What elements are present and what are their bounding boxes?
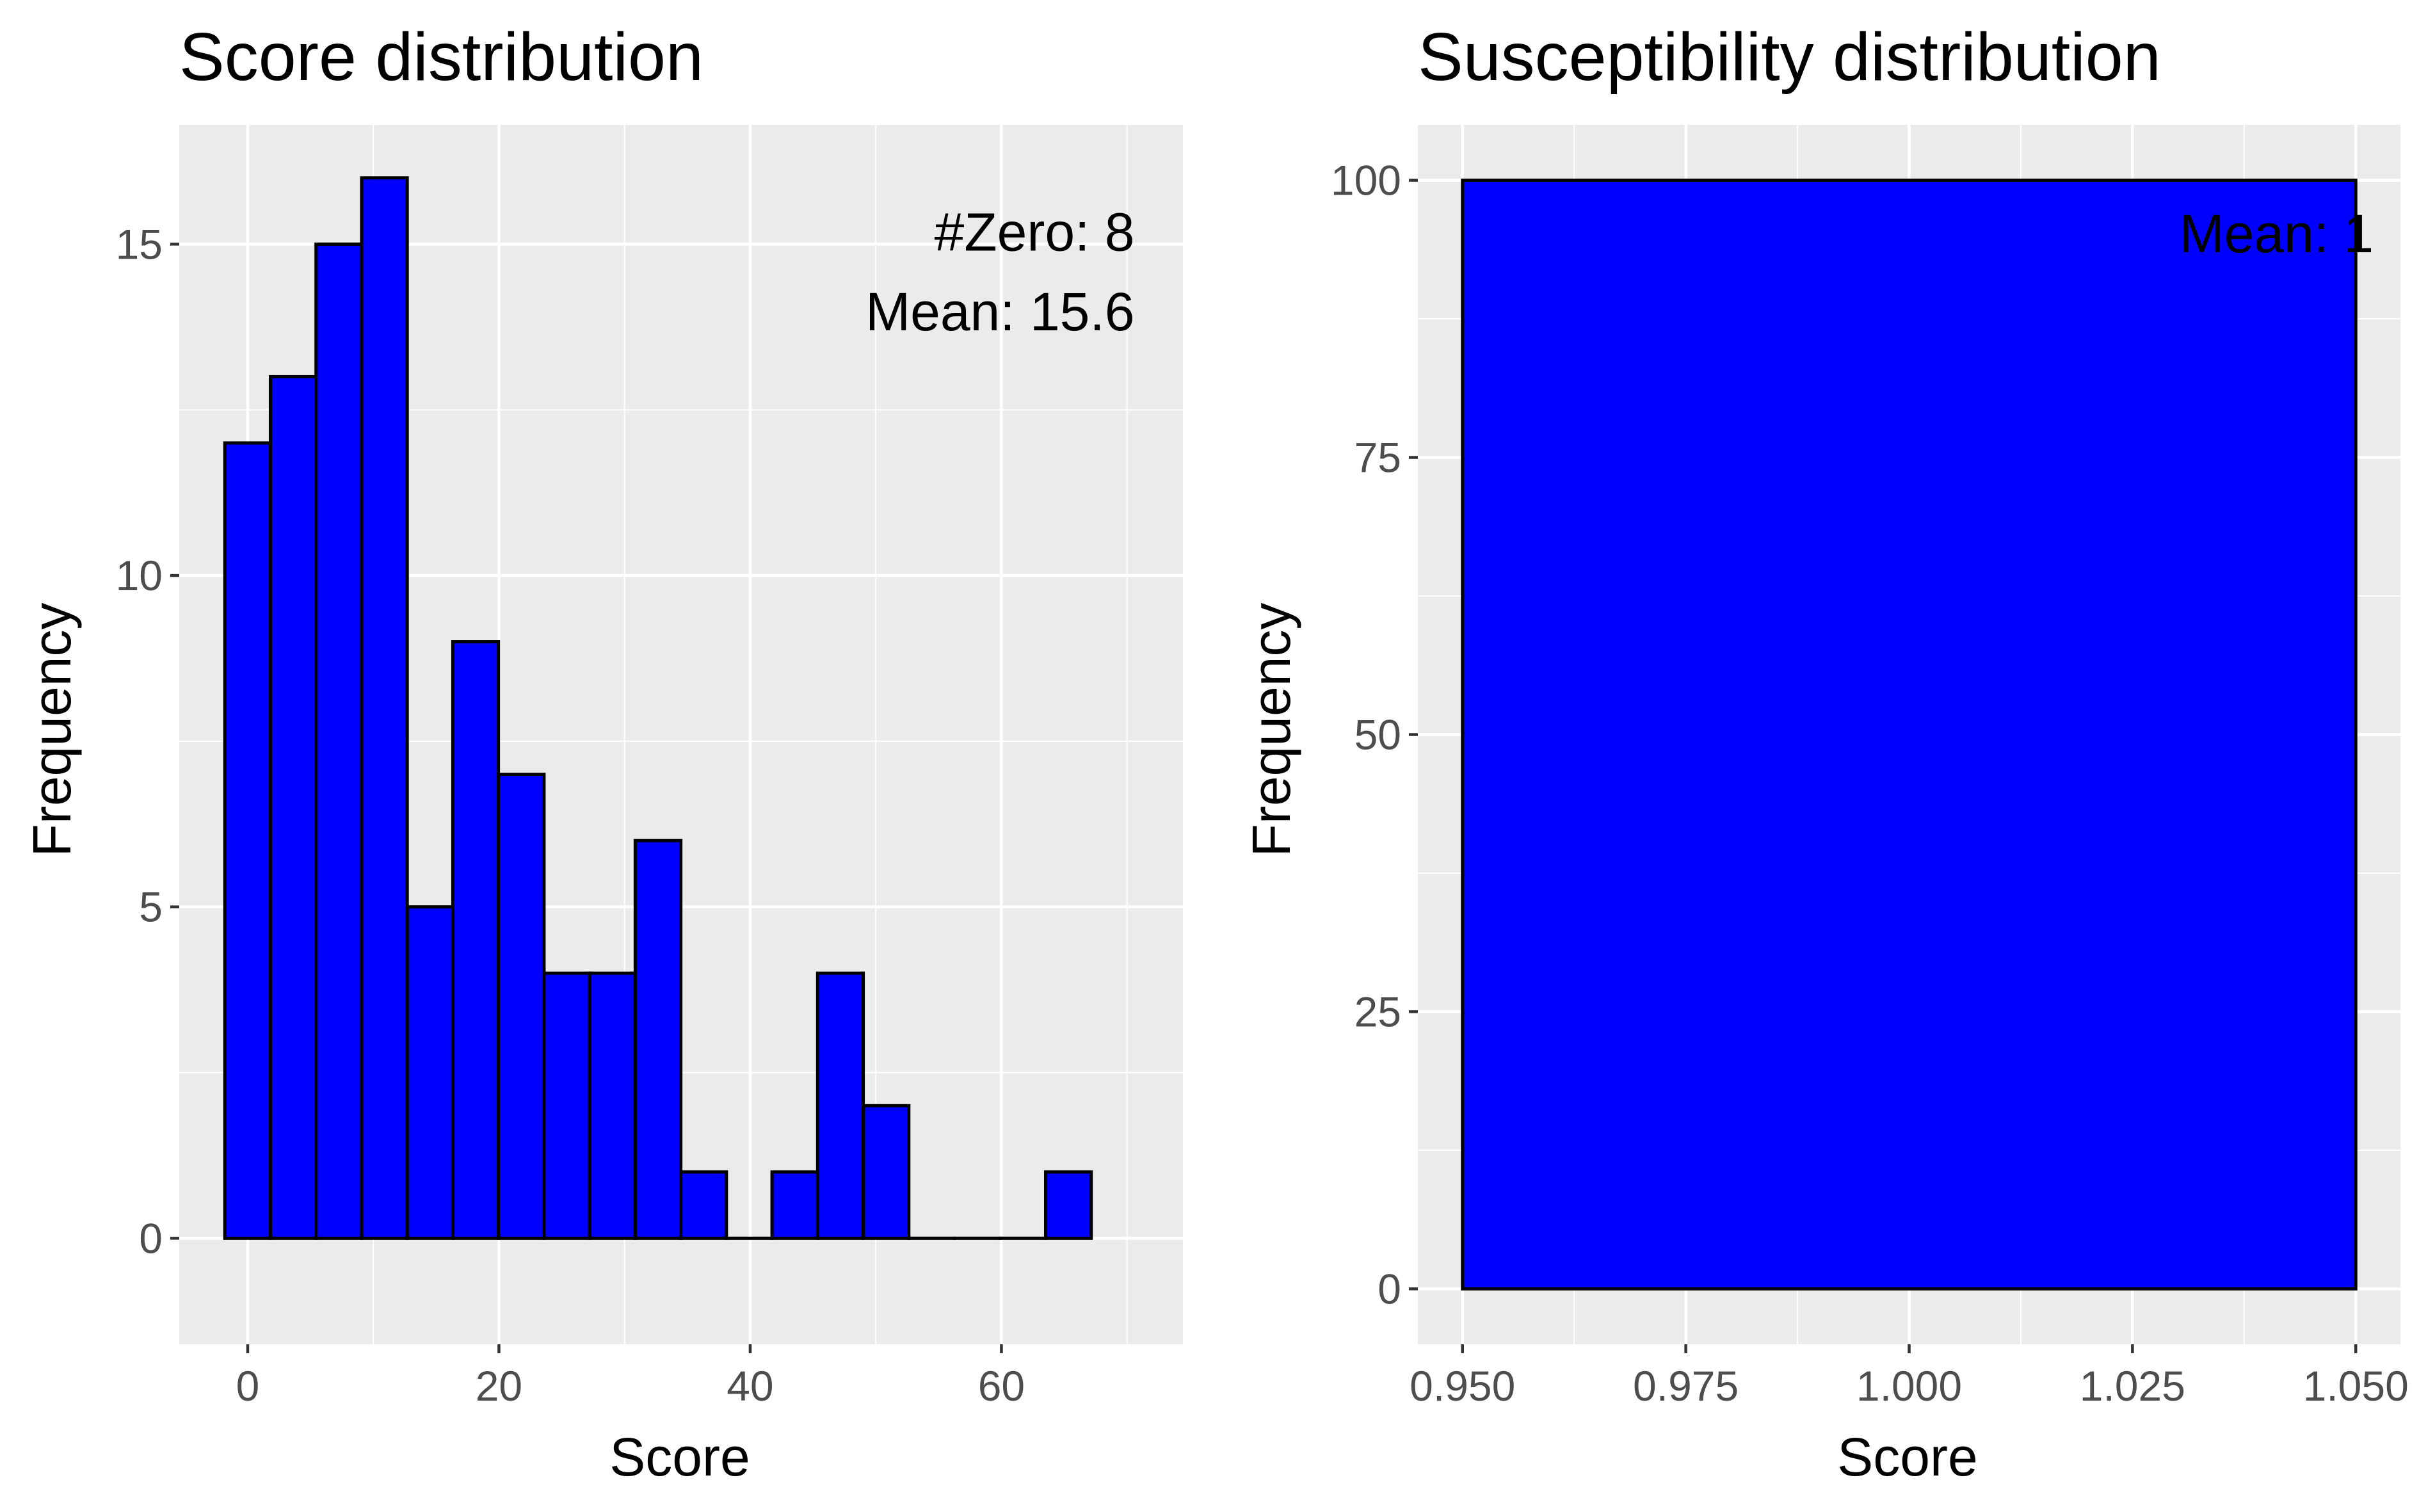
x-tick-label: 20 bbox=[476, 1362, 522, 1410]
y-axis-title: Frequency bbox=[22, 603, 82, 857]
gridlines bbox=[179, 125, 1183, 1344]
histogram-bar bbox=[770, 1170, 819, 1240]
histogram-bar bbox=[588, 971, 637, 1240]
histogram-bar bbox=[679, 1170, 728, 1240]
annotations: Mean: 1 bbox=[2180, 204, 2374, 264]
y-tick-label: 0 bbox=[1378, 1265, 1401, 1312]
chart-title: Score distribution bbox=[179, 19, 703, 95]
x-axis-title: Score bbox=[1837, 1427, 1977, 1487]
annotation-label: Mean: 1 bbox=[2180, 204, 2374, 264]
histogram-bar bbox=[1461, 179, 2358, 1291]
x-tick-label: 1.050 bbox=[2303, 1362, 2409, 1410]
y-tick-label: 15 bbox=[116, 220, 163, 268]
annotation-label: Mean: 15.6 bbox=[865, 282, 1134, 342]
histogram-bar bbox=[816, 971, 865, 1240]
x-tick-label: 0.950 bbox=[1410, 1362, 1515, 1410]
histogram-bar bbox=[268, 374, 318, 1240]
histogram-bar bbox=[497, 773, 546, 1240]
y-tick-label: 100 bbox=[1331, 157, 1401, 204]
histogram-bar bbox=[542, 971, 591, 1240]
histogram-bars bbox=[1461, 179, 2358, 1291]
x-tick-label: 40 bbox=[727, 1362, 773, 1410]
histogram-bar bbox=[223, 441, 272, 1240]
x-axis-title: Score bbox=[609, 1427, 750, 1487]
axis-ticks: 0 20 40 60 0 5 10 15 bbox=[116, 220, 1025, 1410]
x-tick-label: 0.975 bbox=[1633, 1362, 1739, 1410]
chart-title: Susceptibility distribution bbox=[1418, 19, 2161, 95]
y-tick-label: 0 bbox=[139, 1214, 163, 1262]
histogram-bar bbox=[451, 640, 501, 1240]
y-tick-label: 10 bbox=[116, 552, 163, 599]
y-axis-title: Frequency bbox=[1241, 603, 1301, 857]
histogram-bar bbox=[862, 1104, 911, 1240]
axis-ticks: 0.950 0.975 1.000 1.025 1.050 0 25 50 75 100 bbox=[1331, 157, 2409, 1410]
susceptibility-distribution-chart: Susceptibility distribution 0.950 0.975 1.… bbox=[1241, 19, 2409, 1487]
histogram-bar bbox=[405, 905, 454, 1240]
score-distribution-chart: Score distribution 0 20 40 60 0 5 10 15 #Zero: … bbox=[22, 19, 1183, 1487]
x-tick-label: 1.000 bbox=[1856, 1362, 1962, 1410]
x-tick-label: 60 bbox=[978, 1362, 1025, 1410]
x-tick-label: 1.025 bbox=[2080, 1362, 2185, 1410]
y-tick-label: 5 bbox=[139, 883, 163, 931]
x-tick-label: 0 bbox=[236, 1362, 260, 1410]
y-tick-label: 25 bbox=[1354, 988, 1401, 1035]
annotation-label: #Zero: 8 bbox=[935, 202, 1135, 262]
annotations: #Zero: 8 Mean: 15.6 bbox=[865, 202, 1134, 342]
histogram-bars bbox=[223, 176, 1093, 1240]
histogram-bar bbox=[1044, 1170, 1093, 1240]
histogram-bar bbox=[360, 176, 409, 1240]
y-tick-label: 75 bbox=[1354, 434, 1401, 481]
y-tick-label: 50 bbox=[1354, 711, 1401, 759]
histogram-bar bbox=[633, 839, 683, 1240]
histogram-bar bbox=[314, 242, 364, 1240]
